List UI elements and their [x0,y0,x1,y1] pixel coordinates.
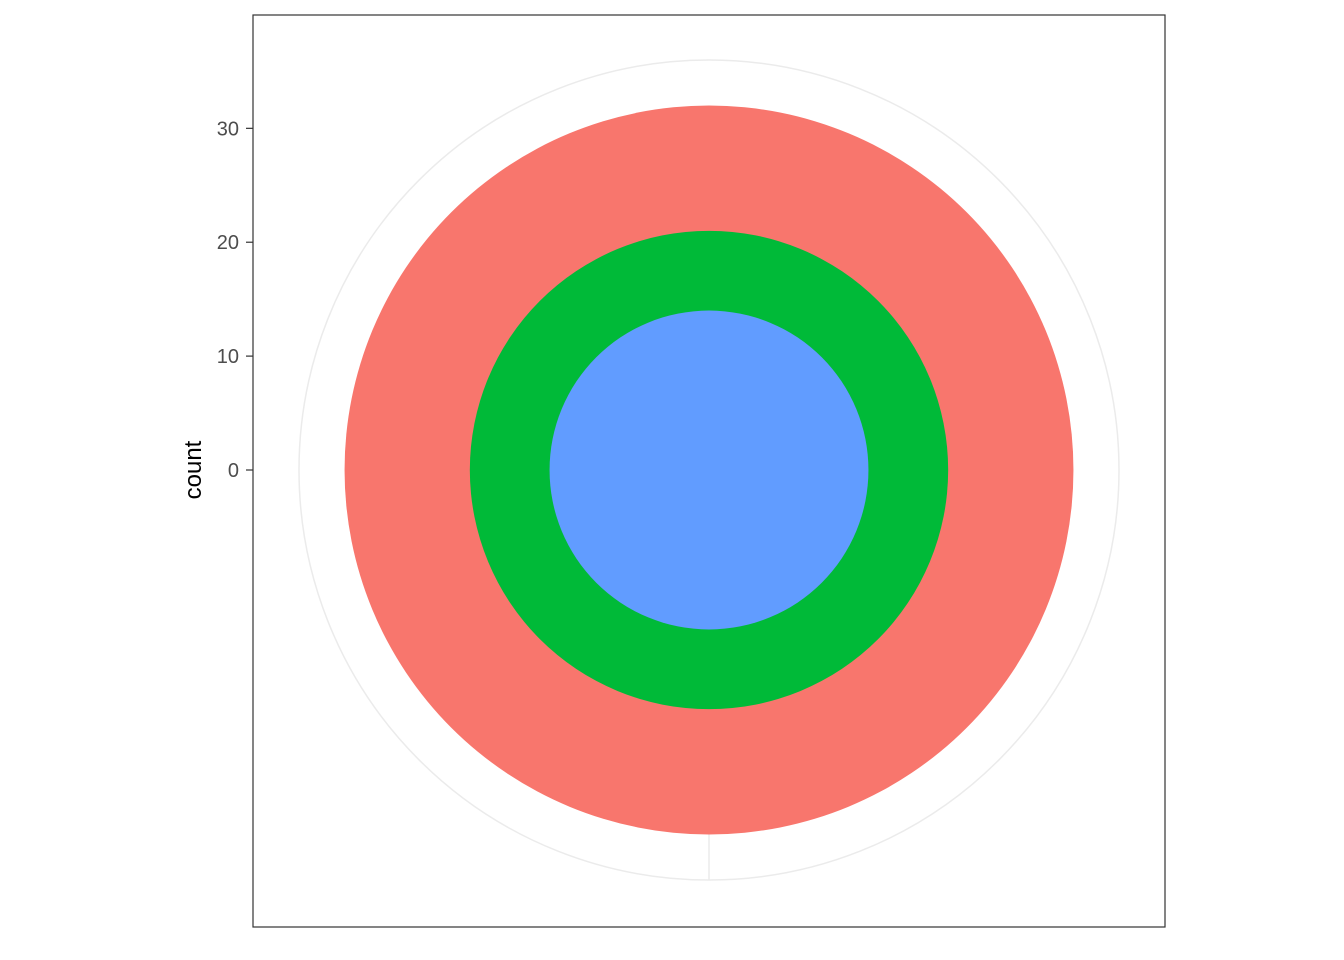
y-axis-title: count [180,440,207,499]
bars-layer [344,105,1074,835]
y-axis: 0 10 20 30 [217,118,253,482]
ring-segment-1 [549,310,869,630]
y-tick-label: 10 [217,346,239,368]
panel-border [252,14,1166,928]
y-tick-label: 20 [217,232,239,254]
y-tick-label: 0 [228,460,239,482]
y-tick-label: 30 [217,118,239,140]
